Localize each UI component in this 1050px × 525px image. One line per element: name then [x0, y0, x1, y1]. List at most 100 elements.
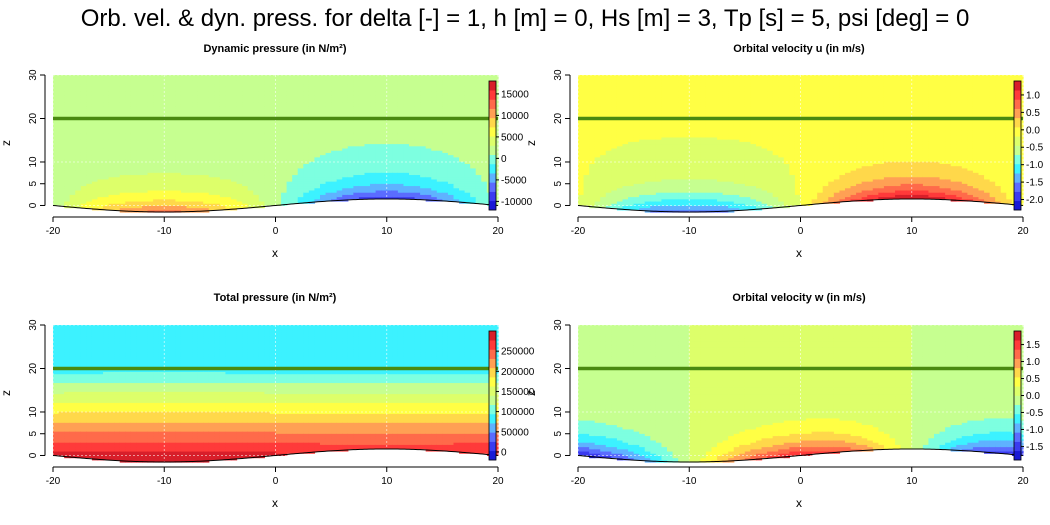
heatmap-cell	[370, 75, 377, 78]
heatmap-cell	[64, 189, 71, 193]
heatmap-cell	[69, 165, 76, 169]
heatmap-cell	[103, 196, 110, 200]
heatmap-cell	[136, 79, 143, 83]
heatmap-cell	[108, 86, 115, 89]
heatmap-cell	[53, 152, 60, 156]
heatmap-cell	[80, 75, 87, 78]
heatmap-cell	[108, 114, 115, 118]
heatmap-cell	[130, 152, 138, 156]
heatmap-cell	[142, 90, 149, 94]
colorbar-swatch	[489, 154, 496, 165]
heatmap-cell	[86, 172, 93, 176]
heatmap-cell	[130, 163, 138, 167]
heatmap-cell	[114, 130, 121, 134]
heatmap-cell	[130, 94, 138, 98]
heatmap-cell	[53, 147, 60, 151]
heatmap-cell	[75, 136, 82, 140]
heatmap-cell	[258, 75, 265, 78]
heatmap-cell	[69, 119, 76, 122]
heatmap-cell	[53, 158, 60, 162]
heatmap-cell	[97, 174, 104, 178]
heatmap-cell	[91, 103, 99, 107]
heatmap-cell	[64, 79, 71, 83]
heatmap-cell	[80, 174, 87, 178]
heatmap-cell	[108, 161, 115, 164]
heatmap-cell	[58, 103, 65, 107]
heatmap-cell	[589, 75, 596, 78]
heatmap-cell	[58, 154, 65, 158]
heatmap-cell	[64, 105, 71, 109]
heatmap-cell	[80, 101, 87, 105]
heatmap-cell	[97, 81, 104, 85]
heatmap-cell	[125, 94, 132, 98]
heatmap-cell	[97, 161, 104, 164]
heatmap-cell	[136, 174, 143, 178]
heatmap-cell	[142, 77, 149, 81]
heatmap-cell	[130, 194, 138, 198]
colorbar-swatch	[489, 173, 496, 183]
heatmap-cell	[125, 97, 132, 100]
heatmap-cell	[75, 167, 82, 171]
heatmap-cell	[136, 128, 143, 131]
heatmap-cell	[91, 125, 99, 129]
heatmap-cell	[125, 108, 132, 111]
heatmap-cell	[119, 83, 126, 87]
y-tick-label: 30	[28, 69, 39, 81]
heatmap-cell	[114, 108, 121, 111]
heatmap-cell	[91, 112, 99, 116]
heatmap-cell	[130, 200, 138, 204]
heatmap-cell	[453, 75, 460, 78]
heatmap-cell	[91, 145, 99, 149]
heatmap-cell	[64, 103, 71, 107]
heatmap-cell	[119, 81, 126, 85]
heatmap-cell	[125, 150, 132, 153]
heatmap-cell	[53, 185, 60, 189]
heatmap-cell	[130, 90, 138, 94]
heatmap-cell	[97, 178, 104, 182]
heatmap-cell	[86, 194, 93, 198]
heatmap-cell	[86, 110, 93, 114]
heatmap-cell	[69, 86, 76, 89]
heatmap-cell	[64, 194, 71, 198]
heatmap-cell	[142, 114, 149, 118]
heatmap-cell	[108, 79, 115, 83]
panels: Dynamic pressure (in N/m²)-20 -10 0 10 20051…	[0, 43, 1044, 510]
heatmap-cell	[114, 187, 121, 191]
heatmap-cell	[64, 110, 71, 114]
heatmap-cell	[125, 165, 132, 169]
heatmap-cell	[136, 110, 143, 114]
heatmap-cell	[192, 75, 199, 78]
heatmap-cell	[108, 108, 115, 111]
heatmap-cell	[142, 123, 149, 127]
heatmap-cell	[130, 205, 138, 209]
heatmap-cell	[91, 114, 99, 118]
heatmap-cell	[64, 94, 71, 98]
heatmap-cell	[130, 165, 138, 169]
heatmap-cell	[58, 112, 65, 116]
heatmap-cell	[119, 97, 126, 100]
heatmap-cell	[114, 176, 121, 180]
heatmap-cell	[175, 75, 182, 78]
heatmap-cell	[470, 75, 477, 78]
heatmap-cell	[119, 176, 126, 180]
heatmap-cell	[125, 81, 132, 85]
heatmap-cell	[114, 163, 121, 167]
heatmap-cell	[130, 181, 138, 184]
heatmap-cell	[75, 86, 82, 89]
heatmap-cell	[80, 203, 87, 206]
heatmap-cell	[53, 176, 60, 180]
heatmap-cell	[136, 77, 143, 81]
heatmap-cell	[103, 110, 110, 114]
heatmap-cell	[69, 99, 76, 103]
heatmap-cell	[75, 183, 82, 187]
heatmap-cell	[97, 112, 104, 116]
heatmap-cell	[119, 112, 126, 116]
heatmap-cell	[130, 130, 138, 134]
heatmap-cell	[108, 172, 115, 176]
heatmap-cell	[119, 174, 126, 178]
heatmap-cell	[236, 75, 243, 78]
heatmap-cell	[397, 75, 405, 78]
heatmap-cell	[80, 81, 87, 85]
heatmap-cell	[53, 196, 60, 200]
colorbar-tick-label: 10000	[501, 111, 529, 122]
